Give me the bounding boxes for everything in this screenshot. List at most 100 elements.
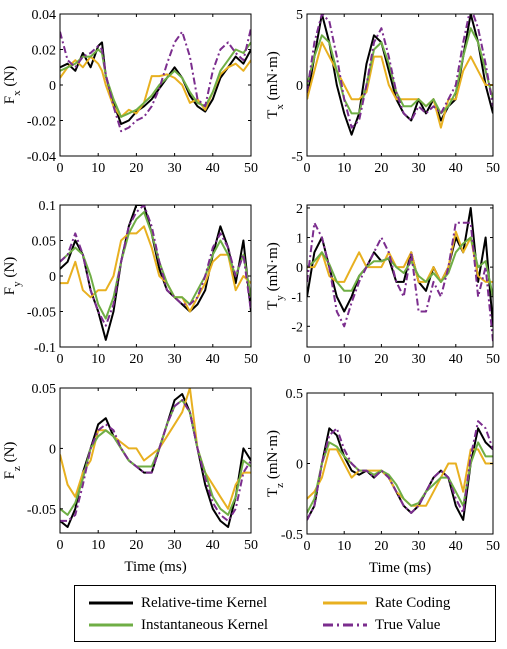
y-tick-label: 0.05 bbox=[32, 235, 57, 250]
series-line-instantaneous-kernel bbox=[307, 27, 493, 115]
y-tick-label: 0 bbox=[49, 442, 56, 457]
series-line-relative-time-kernel bbox=[60, 41, 251, 125]
x-tick-label: 10 bbox=[91, 538, 105, 553]
x-tick-label: 40 bbox=[206, 538, 220, 553]
y-axis-label-main: F bbox=[2, 96, 18, 104]
y-tick-label: -0.5 bbox=[281, 528, 303, 543]
legend-item-relative-time-kernel: Relative-time Kernel bbox=[89, 592, 267, 614]
y-axis-label-unit: (mN·m) bbox=[265, 51, 281, 104]
y-axis-label: Fx (N) bbox=[2, 66, 23, 104]
series-line-instantaneous-kernel bbox=[307, 236, 493, 297]
series-line-rate-coding bbox=[307, 41, 493, 129]
y-axis-label-subscript: z bbox=[274, 483, 286, 488]
panel-fz: 0 10 20 30 40 50 -0.05 0 0.05 Fz (N) Time (ms) bbox=[2, 382, 258, 575]
y-tick-label: 0 bbox=[49, 79, 56, 94]
x-tick-label: 40 bbox=[449, 539, 463, 554]
x-tick-label: 30 bbox=[168, 538, 182, 553]
legend-item-rate-coding: Rate Coding bbox=[323, 592, 450, 614]
y-tick-label: 0.02 bbox=[32, 44, 57, 59]
y-axis-label-main: F bbox=[2, 471, 18, 479]
axes-box bbox=[59, 387, 252, 534]
series-group bbox=[307, 207, 493, 342]
x-tick-label: 30 bbox=[412, 161, 426, 176]
x-tick-label: 10 bbox=[337, 161, 351, 176]
y-tick-label: 0.1 bbox=[39, 199, 57, 214]
y-axis-label-subscript: x bbox=[274, 104, 286, 110]
y-tick-label: -5 bbox=[291, 150, 303, 165]
x-tick-label: 40 bbox=[449, 352, 463, 367]
x-tick-label: 20 bbox=[129, 352, 143, 367]
x-axis-label: Time (ms) bbox=[369, 560, 431, 576]
series-group bbox=[60, 27, 251, 133]
x-tick-label: 20 bbox=[129, 538, 143, 553]
y-tick-label: 0.05 bbox=[32, 382, 57, 397]
panel-fx: 0 10 20 30 40 50 -0.04 -0.02 0 0.02 0.04 Fx (N) bbox=[2, 8, 258, 176]
y-tick-label: 0 bbox=[296, 261, 303, 276]
legend-label-rate-coding: Rate Coding bbox=[375, 594, 451, 611]
x-tick-label: 10 bbox=[91, 352, 105, 367]
y-axis-label-subscript: x bbox=[11, 90, 23, 96]
y-axis-label-unit: (N) bbox=[2, 66, 18, 91]
x-tick-label: 20 bbox=[374, 539, 388, 554]
legend-label-instantaneous-kernel: Instantaneous Kernel bbox=[141, 616, 269, 633]
y-tick-label: -0.05 bbox=[27, 306, 56, 321]
legend-item-true-value: True Value bbox=[323, 614, 440, 636]
series-group bbox=[307, 420, 493, 521]
series-group bbox=[307, 14, 493, 136]
x-tick-label: 50 bbox=[244, 352, 258, 367]
x-tick-label: 0 bbox=[57, 352, 64, 367]
series-line-instantaneous-kernel bbox=[307, 441, 493, 514]
series-line-rate-coding bbox=[60, 388, 251, 510]
x-tick-label: 30 bbox=[412, 352, 426, 367]
legend-swatch-true-value bbox=[323, 623, 367, 627]
y-axis-label-subscript: y bbox=[274, 295, 286, 301]
series-line-instantaneous-kernel bbox=[60, 41, 251, 118]
x-tick-label: 40 bbox=[206, 352, 220, 367]
axes-box bbox=[306, 13, 494, 157]
y-axis-label: Tz (mN·m) bbox=[265, 430, 286, 497]
x-tick-label: 0 bbox=[304, 161, 311, 176]
x-tick-label: 0 bbox=[304, 539, 311, 554]
legend-label-relative-time-kernel: Relative-time Kernel bbox=[141, 594, 268, 611]
panel-fy: 0 10 20 30 40 50 -0.1 -0.05 0 0.05 0.1 Fy (N) bbox=[2, 199, 258, 367]
y-tick-label: -2 bbox=[291, 320, 303, 335]
x-tick-label: 10 bbox=[337, 539, 351, 554]
series-group bbox=[60, 205, 251, 341]
x-axis-label: Time (ms) bbox=[124, 559, 186, 575]
x-tick-label: 30 bbox=[168, 161, 182, 176]
series-line-true-value bbox=[60, 399, 251, 522]
y-axis-label: Tx (mN·m) bbox=[265, 51, 286, 119]
x-tick-label: 20 bbox=[374, 352, 388, 367]
x-tick-label: 40 bbox=[206, 161, 220, 176]
x-tick-label: 40 bbox=[449, 161, 463, 176]
y-tick-label: 0 bbox=[49, 270, 56, 285]
series-line-true-value bbox=[307, 221, 493, 342]
x-tick-label: 50 bbox=[486, 161, 500, 176]
y-tick-label: -0.1 bbox=[34, 341, 56, 356]
series-line-true-value bbox=[60, 27, 251, 133]
y-tick-label: 2 bbox=[296, 202, 303, 217]
x-tick-label: 50 bbox=[486, 539, 500, 554]
legend-label-true-value: True Value bbox=[375, 616, 441, 633]
legend-swatch-relative-time-kernel bbox=[89, 601, 133, 605]
x-tick-label: 0 bbox=[304, 352, 311, 367]
y-tick-label: 0.04 bbox=[32, 8, 57, 23]
y-tick-label: 5 bbox=[296, 8, 303, 23]
x-tick-label: 10 bbox=[91, 161, 105, 176]
legend-swatch-instantaneous-kernel bbox=[89, 623, 133, 627]
x-tick-label: 10 bbox=[337, 352, 351, 367]
y-axis-label: Ty (mN·m) bbox=[265, 242, 286, 310]
y-axis-label: Fz (N) bbox=[2, 442, 23, 480]
panel-tz: 0 10 20 30 40 50-0.500.5Tz (mN·m)Time (ms) bbox=[265, 387, 500, 576]
x-tick-label: 30 bbox=[412, 539, 426, 554]
series-group bbox=[60, 388, 251, 528]
y-tick-label: 0 bbox=[296, 79, 303, 94]
y-axis-label-main: T bbox=[265, 301, 281, 310]
x-tick-label: 50 bbox=[244, 161, 258, 176]
y-tick-label: -1 bbox=[291, 291, 303, 306]
y-axis-label-main: F bbox=[2, 287, 18, 295]
y-tick-label: -0.04 bbox=[27, 150, 56, 165]
x-tick-label: 0 bbox=[57, 538, 64, 553]
axes-box bbox=[306, 204, 494, 348]
